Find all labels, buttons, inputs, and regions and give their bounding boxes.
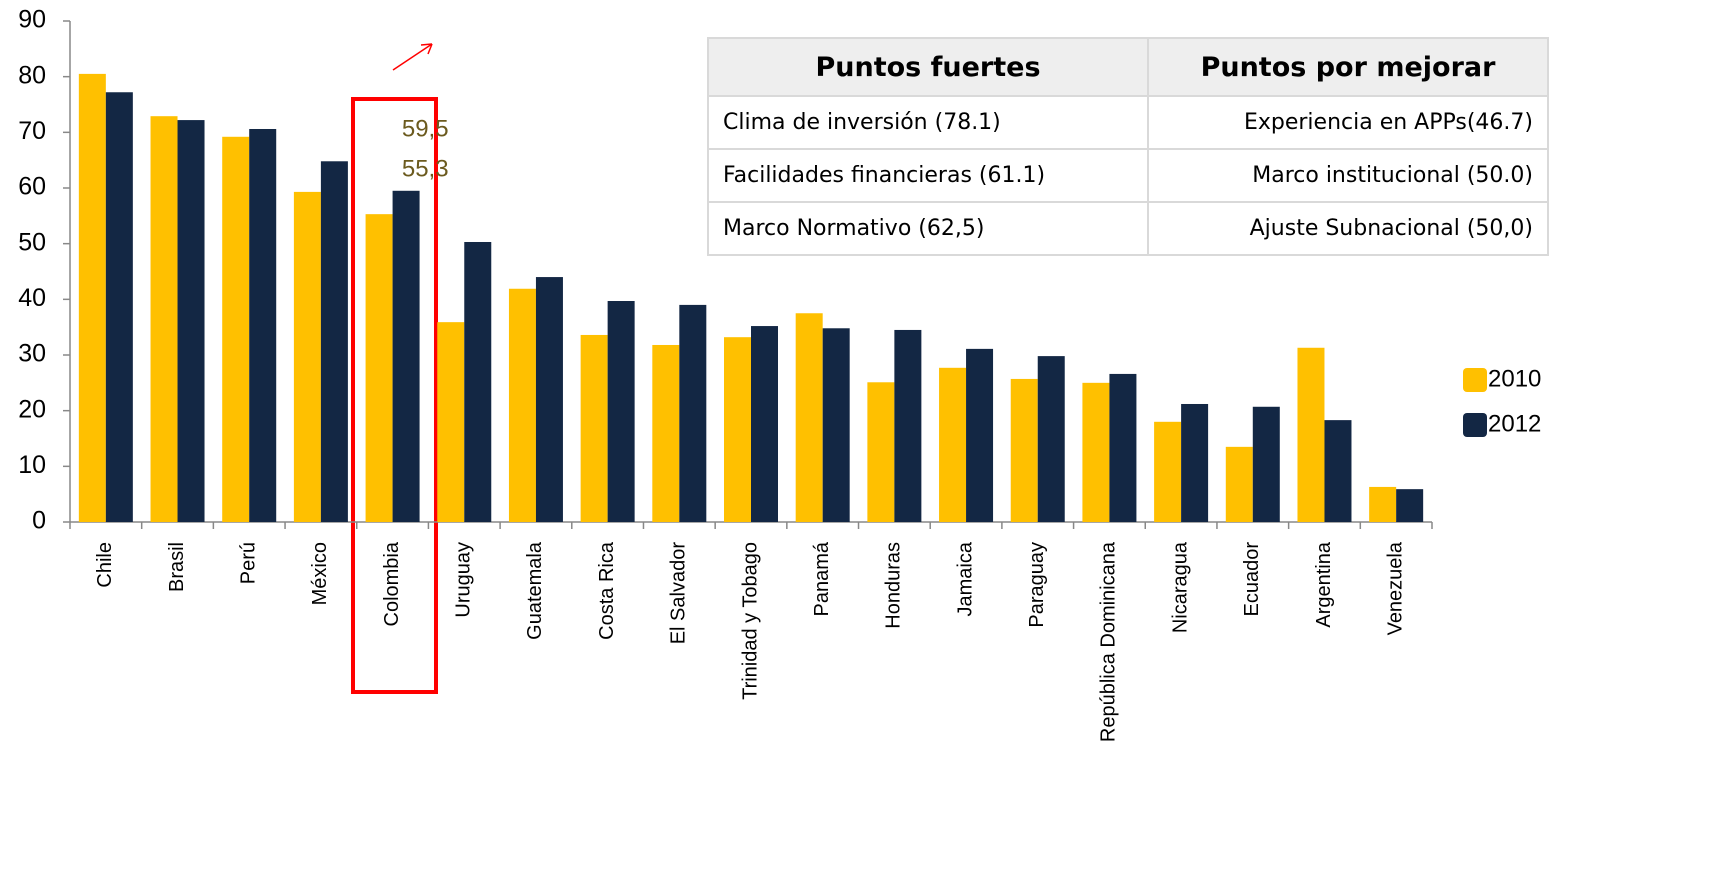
value-label: 59,5 — [402, 115, 449, 142]
x-tick-label: Chile — [94, 542, 116, 588]
bar — [939, 367, 967, 522]
cell: Facilidades financieras (61.1) — [707, 148, 1149, 203]
bar — [894, 329, 922, 522]
y-tick-label: 90 — [18, 6, 46, 34]
x-tick-label: República Dominicana — [1098, 541, 1120, 742]
bar — [867, 382, 895, 522]
bar — [966, 348, 994, 522]
bar — [822, 328, 850, 522]
bar — [222, 136, 250, 522]
x-tick-label: Nicaragua — [1169, 541, 1191, 633]
bar — [1324, 420, 1352, 522]
bar — [1181, 403, 1209, 522]
bar — [464, 241, 492, 522]
y-tick-label: 0 — [32, 507, 46, 535]
bar — [293, 191, 321, 522]
x-tick-label: Costa Rica — [596, 541, 618, 640]
bar — [1297, 347, 1325, 522]
bar — [78, 73, 106, 522]
cell: Clima de inversión (78.1) — [707, 95, 1149, 150]
bar — [392, 190, 420, 523]
y-tick-label: 70 — [18, 117, 46, 145]
x-tick-label: Perú — [237, 542, 259, 584]
bar — [1154, 421, 1182, 522]
annotation-arrow — [392, 43, 433, 71]
y-tick-label: 50 — [18, 228, 46, 256]
y-tick-label: 10 — [18, 451, 46, 479]
bar — [437, 322, 465, 522]
x-tick-label: Ecuador — [1241, 542, 1263, 617]
bar — [724, 337, 751, 522]
x-tick-label: Argentina — [1313, 541, 1335, 627]
highlight-box — [351, 97, 438, 694]
bar — [795, 313, 823, 522]
legend-swatch — [1463, 413, 1487, 437]
value-label: 55,3 — [402, 155, 449, 182]
x-tick-label: Trinidad y Tobago — [739, 542, 761, 700]
cell: Experiencia en APPs(46.7) — [1147, 95, 1549, 150]
arrow-head — [420, 43, 433, 55]
x-tick-label: Colombia — [381, 541, 403, 626]
bar — [1396, 489, 1424, 522]
bar — [652, 344, 680, 522]
bar — [1252, 406, 1280, 522]
y-tick-label: 30 — [18, 340, 46, 368]
bar — [1037, 356, 1065, 522]
bar — [1082, 382, 1110, 522]
bar — [320, 161, 348, 522]
bar — [1010, 378, 1038, 522]
y-tick-label: 80 — [18, 61, 46, 89]
y-tick-label: 20 — [18, 395, 46, 423]
bar — [365, 214, 393, 522]
strengths-table: Puntos fuertes Puntos por mejorar Clima … — [707, 37, 1549, 256]
bar — [150, 116, 178, 522]
bar — [508, 288, 536, 522]
legend-label: 2012 — [1488, 410, 1541, 437]
table-row: Facilidades financieras (61.1) Marco ins… — [707, 148, 1549, 203]
x-tick-label: Paraguay — [1026, 542, 1048, 628]
bar — [679, 304, 707, 522]
legend-swatch — [1463, 368, 1487, 392]
x-tick-label: El Salvador — [668, 542, 690, 645]
x-tick-label: Honduras — [883, 542, 905, 629]
table-row: Marco Normativo (62,5) Ajuste Subnaciona… — [707, 201, 1549, 256]
bar — [1109, 373, 1137, 522]
bar — [105, 92, 133, 523]
y-tick-label: 40 — [18, 284, 46, 312]
bar — [751, 326, 778, 522]
y-tick-label: 60 — [18, 173, 46, 201]
header-cell: Puntos por mejorar — [1147, 37, 1549, 97]
bar — [580, 334, 608, 522]
legend-label: 2010 — [1488, 365, 1541, 392]
table-row: Clima de inversión (78.1) Experiencia en… — [707, 95, 1549, 150]
bar — [607, 301, 635, 522]
x-tick-label: Panamá — [811, 541, 833, 616]
x-tick-label: Venezuela — [1384, 541, 1406, 635]
bar — [535, 277, 563, 522]
cell: Marco institucional (50.0) — [1147, 148, 1549, 203]
cell: Marco Normativo (62,5) — [707, 201, 1149, 256]
x-tick-label: Guatemala — [524, 541, 546, 640]
table-header: Puntos fuertes Puntos por mejorar — [707, 37, 1549, 97]
x-tick-label: México — [309, 542, 331, 605]
header-cell: Puntos fuertes — [707, 37, 1149, 97]
x-tick-label: Uruguay — [453, 542, 475, 618]
bar — [177, 120, 205, 522]
x-tick-label: Jamaica — [954, 541, 976, 616]
bar — [1225, 446, 1253, 522]
bar — [249, 128, 277, 522]
x-tick-label: Brasil — [166, 542, 188, 592]
bar — [1369, 486, 1397, 522]
cell: Ajuste Subnacional (50,0) — [1147, 201, 1549, 256]
